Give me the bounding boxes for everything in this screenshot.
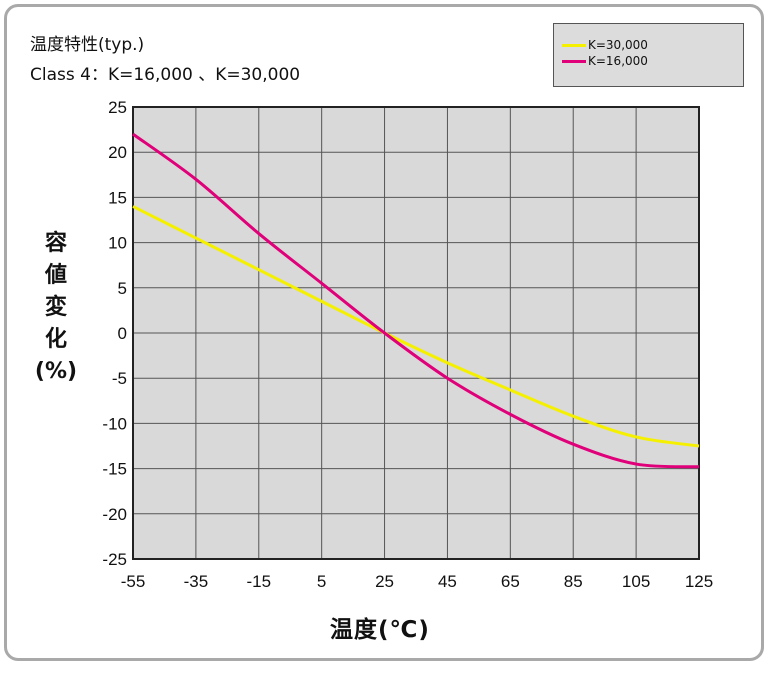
- x-tick-label: 65: [501, 572, 520, 591]
- legend-swatch-k16000: [562, 59, 586, 63]
- y-tick-label: 0: [118, 324, 127, 343]
- y-tick-label: -5: [112, 369, 127, 388]
- legend-label-k30000: K=30,000: [588, 38, 648, 52]
- y-axis-label-char: 値: [44, 263, 67, 288]
- x-tick-label: 125: [685, 572, 713, 591]
- x-tick-label: -15: [246, 572, 271, 591]
- y-tick-label: -20: [102, 505, 127, 524]
- x-tick-label: 105: [622, 572, 650, 591]
- x-tick-label: 85: [564, 572, 583, 591]
- y-tick-label: -10: [102, 414, 127, 433]
- y-tick-label: 20: [108, 143, 127, 162]
- legend-item-k16000: K=16,000: [562, 54, 648, 68]
- y-tick-label: 25: [108, 98, 127, 117]
- plot-border: [132, 106, 700, 560]
- series-line-k16000: [132, 132, 700, 469]
- y-axis-label-char: 容: [44, 231, 67, 256]
- y-axis-label-char: 変: [44, 295, 67, 320]
- x-axis-label: 温度(℃): [330, 617, 430, 643]
- legend-swatch-k30000: [562, 43, 586, 47]
- y-tick-label: -25: [102, 550, 127, 569]
- x-tick-label: 5: [317, 572, 326, 591]
- y-axis-label-char: 化: [44, 327, 67, 352]
- legend-label-k16000: K=16,000: [588, 54, 648, 68]
- x-tick-label: 25: [375, 572, 394, 591]
- y-axis-label: 容 値 変 化 (%): [34, 228, 78, 388]
- legend-item-k30000: K=30,000: [562, 38, 648, 52]
- y-tick-label: 10: [108, 234, 127, 253]
- y-tick-label: -15: [102, 460, 127, 479]
- y-axis-label-char: (%): [34, 359, 78, 384]
- y-tick-label: 5: [118, 279, 127, 298]
- x-tick-label: -55: [121, 572, 146, 591]
- chart-title: 温度特性(typ.): [30, 35, 145, 55]
- x-tick-label: 45: [438, 572, 457, 591]
- chart-subtitle: Class 4：K=16,000 、K=30,000: [30, 65, 301, 85]
- series-line-k30000: [132, 205, 700, 448]
- x-tick-label: -35: [184, 572, 209, 591]
- y-tick-label: 15: [108, 188, 127, 207]
- legend: K=30,000 K=16,000: [553, 23, 744, 87]
